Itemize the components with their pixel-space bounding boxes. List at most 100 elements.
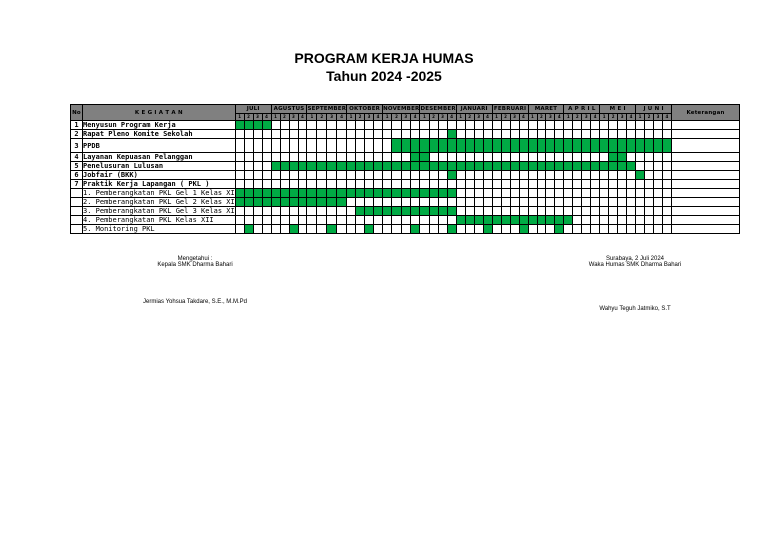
- schedule-bar-cell: [326, 161, 338, 171]
- schedule-cell: [410, 215, 421, 225]
- schedule-cell: [400, 224, 412, 234]
- month-header: OKTOBER: [346, 104, 384, 114]
- schedule-bar-cell: [500, 138, 511, 153]
- schedule-cell: [662, 224, 673, 234]
- schedule-cell: [252, 138, 263, 153]
- schedule-bar-cell: [482, 161, 493, 171]
- schedule-cell: [270, 206, 281, 216]
- schedule-cell: [326, 206, 338, 216]
- schedule-cell: [364, 179, 375, 189]
- table-row: 5 Penelusuran Lulusan: [70, 161, 741, 171]
- schedule-cell: [635, 120, 646, 130]
- schedule-bar-cell: [234, 120, 245, 130]
- header-no: No: [70, 104, 83, 121]
- schedule-cell: [644, 188, 655, 198]
- row-note: [671, 138, 741, 153]
- schedule-cell: [391, 129, 402, 139]
- schedule-cell: [446, 152, 457, 162]
- schedule-cell: [563, 129, 574, 139]
- week-header: 1: [455, 113, 466, 121]
- schedule-cell: [635, 206, 646, 216]
- schedule-bar-cell: [563, 161, 574, 171]
- schedule-cell: [261, 179, 272, 189]
- schedule-cell: [261, 224, 272, 234]
- schedule-bar-cell: [279, 161, 290, 171]
- week-header: 1: [270, 113, 281, 121]
- schedule-cell: [373, 170, 384, 180]
- schedule-bar-cell: [400, 188, 412, 198]
- schedule-cell: [279, 215, 290, 225]
- schedule-cell: [518, 120, 529, 130]
- schedule-bar-cell: [373, 188, 384, 198]
- schedule-cell: [437, 197, 448, 207]
- schedule-bar-cell: [373, 206, 384, 216]
- schedule-cell: [437, 179, 448, 189]
- schedule-cell: [391, 179, 402, 189]
- schedule-cell: [428, 170, 439, 180]
- schedule-cell: [653, 120, 664, 130]
- schedule-cell: [626, 152, 637, 162]
- week-header: 1: [419, 113, 430, 121]
- schedule-cell: [473, 129, 484, 139]
- schedule-cell: [243, 129, 254, 139]
- schedule-cell: [473, 170, 484, 180]
- row-activity: 5. Monitoring PKL: [82, 224, 236, 234]
- schedule-cell: [437, 224, 448, 234]
- schedule-bar-cell: [482, 224, 493, 234]
- schedule-bar-cell: [518, 215, 529, 225]
- schedule-cell: [306, 224, 318, 234]
- schedule-cell: [509, 152, 520, 162]
- schedule-cell: [545, 120, 556, 130]
- schedule-bar-cell: [410, 224, 421, 234]
- row-note: [671, 206, 741, 216]
- schedule-cell: [336, 206, 348, 216]
- schedule-cell: [279, 224, 290, 234]
- schedule-cell: [482, 120, 493, 130]
- row-note: [671, 215, 741, 225]
- schedule-cell: [644, 161, 655, 171]
- schedule-cell: [234, 224, 245, 234]
- schedule-cell: [279, 129, 290, 139]
- week-header: 4: [410, 113, 421, 121]
- schedule-cell: [428, 129, 439, 139]
- schedule-cell: [518, 197, 529, 207]
- schedule-cell: [316, 224, 328, 234]
- schedule-bar-cell: [279, 188, 290, 198]
- schedule-cell: [446, 197, 457, 207]
- schedule-bar-cell: [419, 152, 430, 162]
- schedule-cell: [608, 170, 619, 180]
- schedule-bar-cell: [437, 138, 448, 153]
- schedule-cell: [482, 179, 493, 189]
- week-header: 2: [608, 113, 619, 121]
- row-note: [671, 188, 741, 198]
- schedule-cell: [608, 120, 619, 130]
- schedule-cell: [500, 197, 511, 207]
- schedule-cell: [500, 152, 511, 162]
- schedule-bar-cell: [509, 215, 520, 225]
- schedule-cell: [608, 215, 619, 225]
- schedule-cell: [243, 170, 254, 180]
- schedule-cell: [252, 206, 263, 216]
- schedule-cell: [608, 197, 619, 207]
- schedule-cell: [590, 129, 601, 139]
- schedule-cell: [635, 129, 646, 139]
- schedule-cell: [419, 170, 430, 180]
- schedule-cell: [572, 129, 583, 139]
- schedule-cell: [326, 138, 338, 153]
- schedule-cell: [599, 170, 610, 180]
- schedule-cell: [288, 120, 299, 130]
- schedule-bar-cell: [391, 138, 402, 153]
- schedule-cell: [364, 129, 375, 139]
- schedule-cell: [391, 152, 402, 162]
- schedule-cell: [336, 120, 348, 130]
- week-header: 1: [346, 113, 357, 121]
- schedule-cell: [473, 120, 484, 130]
- schedule-bar-cell: [491, 161, 502, 171]
- schedule-cell: [653, 206, 664, 216]
- table-row: 3. Pemberangkatan PKL Gel 3 Kelas XI: [70, 206, 741, 216]
- schedule-bar-cell: [346, 161, 357, 171]
- schedule-bar-cell: [336, 161, 348, 171]
- schedule-cell: [464, 129, 475, 139]
- schedule-cell: [419, 129, 430, 139]
- schedule-cell: [581, 170, 592, 180]
